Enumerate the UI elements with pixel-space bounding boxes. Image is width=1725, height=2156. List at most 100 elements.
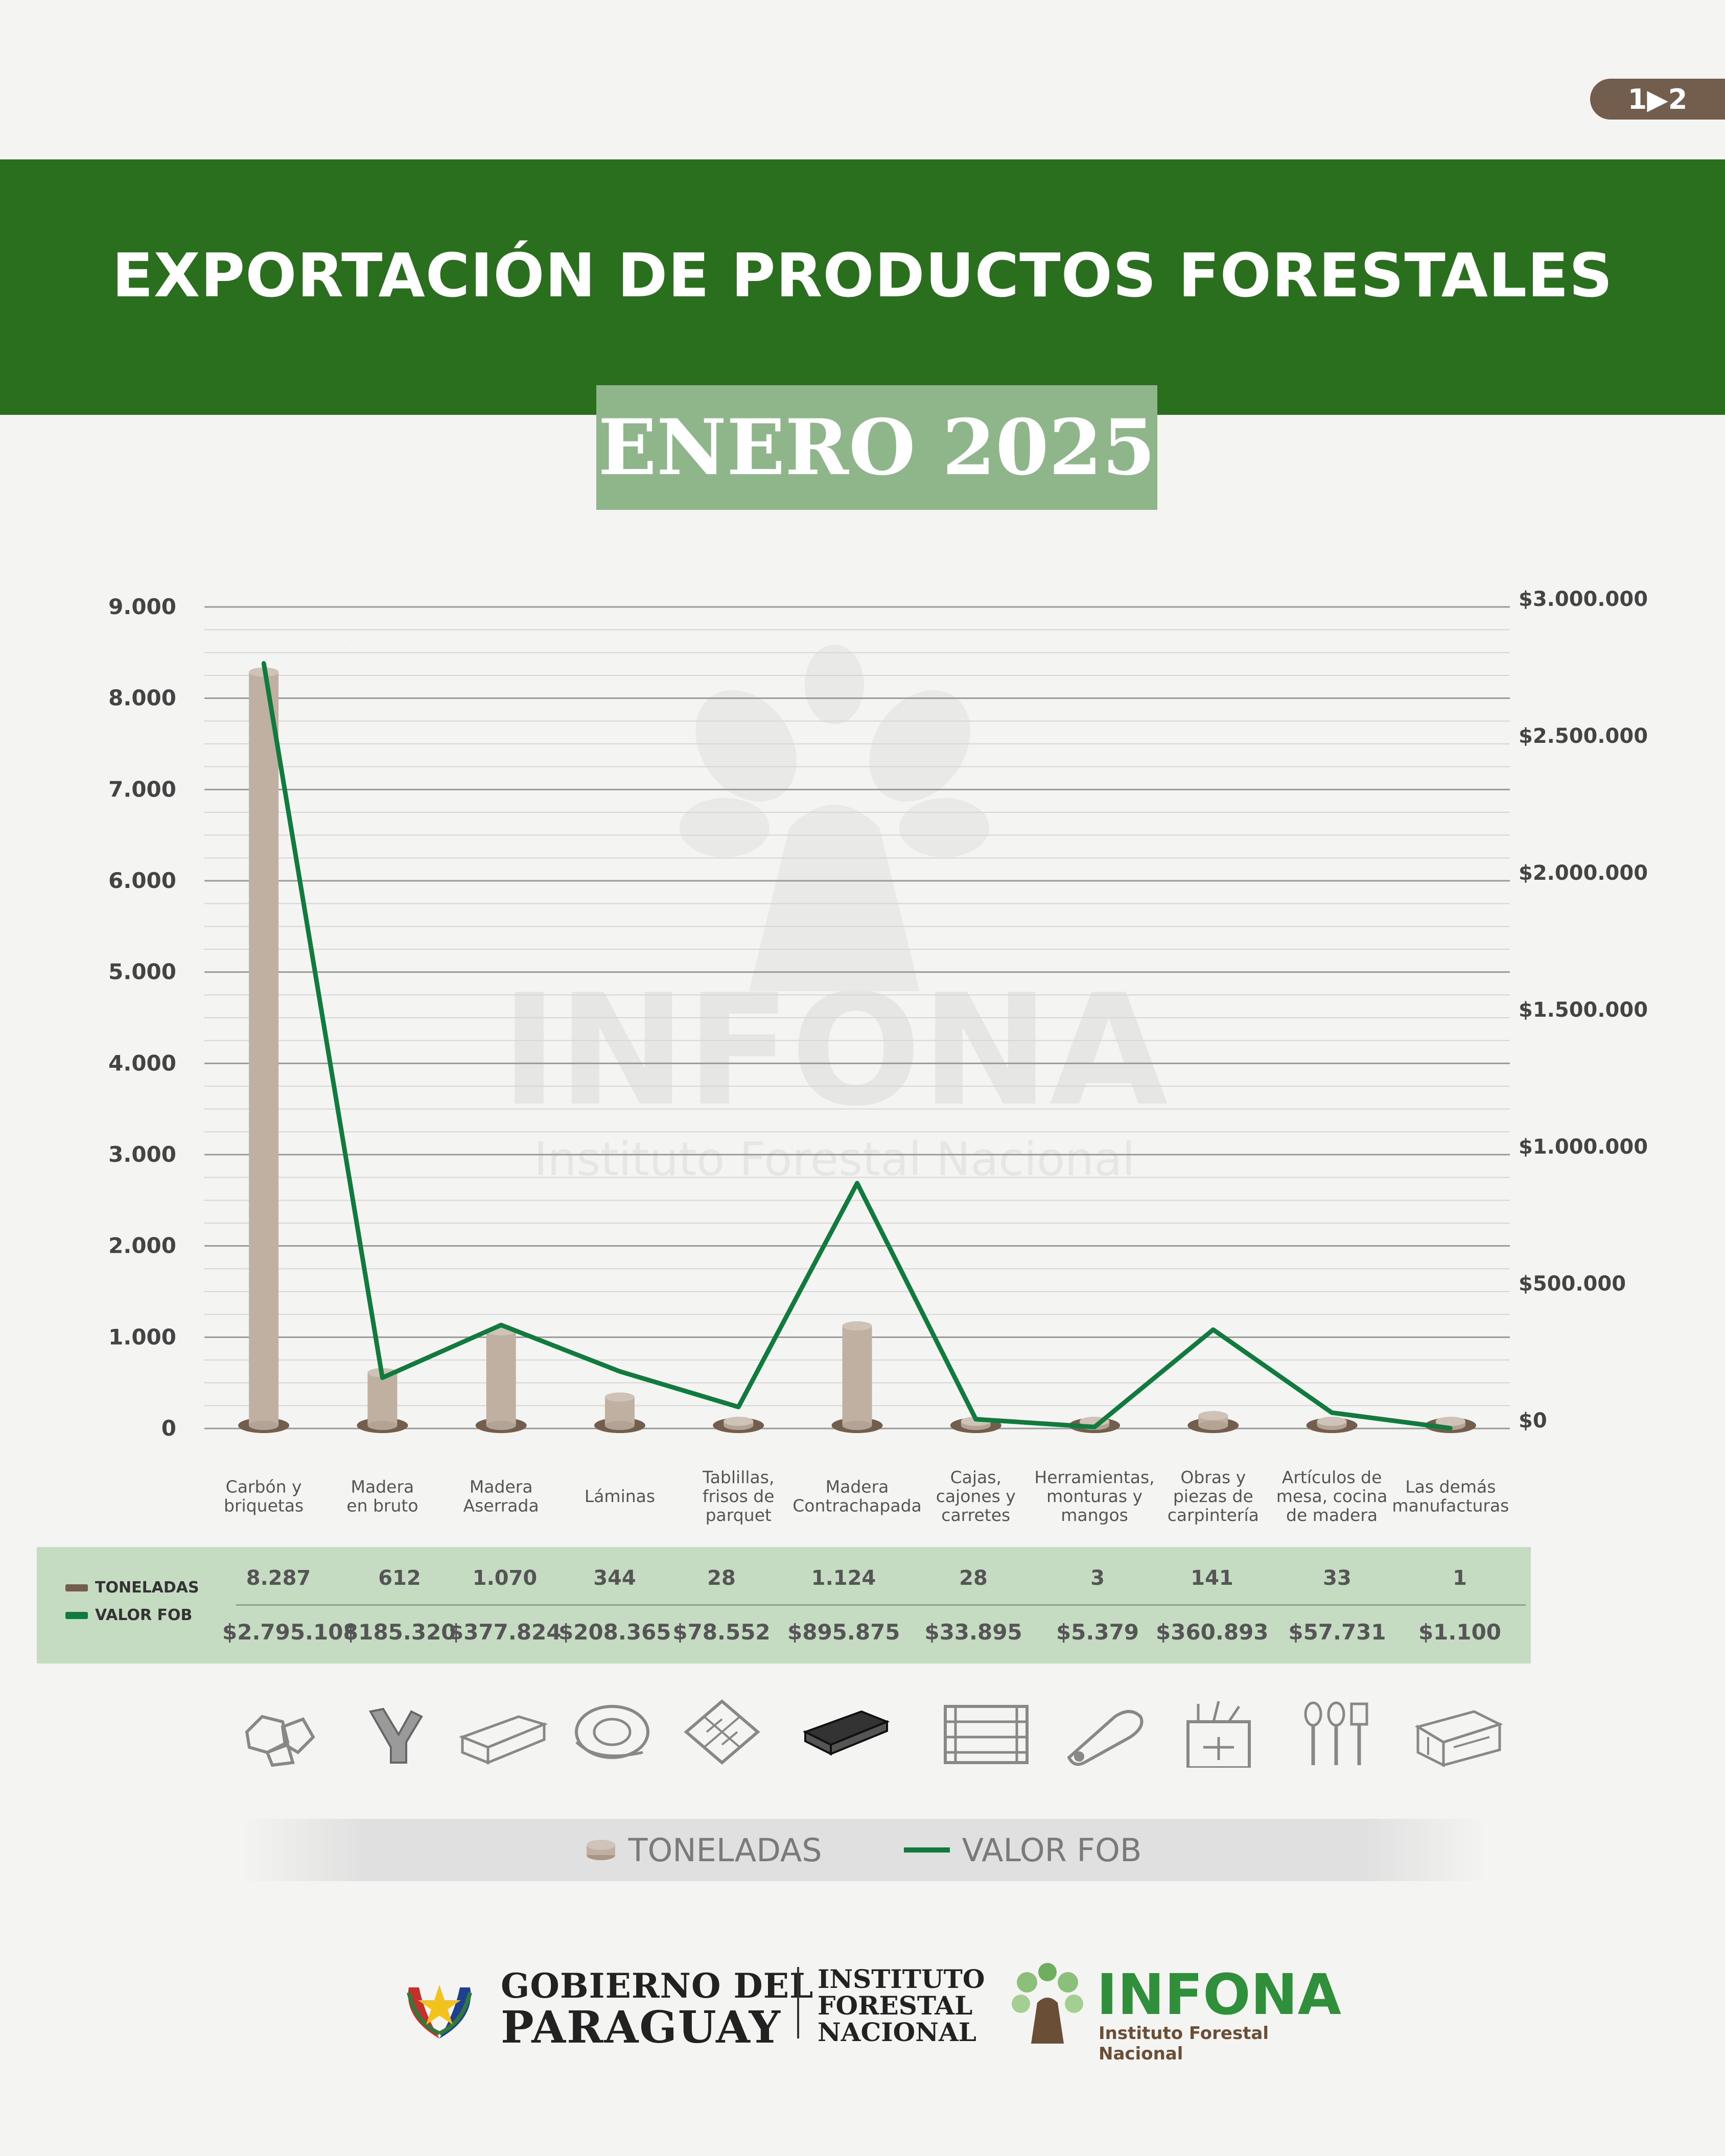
watermark-leaf-icon <box>695 690 797 802</box>
left-tick-label: 3.000 <box>108 1142 176 1167</box>
carpentry-icon <box>1186 1701 1251 1768</box>
category-label: Cajas, cajones y carretes <box>936 1467 1016 1525</box>
page-title: EXPORTACIÓN DE PRODUCTOS FORESTALES <box>112 240 1613 311</box>
infona-tree-icon <box>1012 1963 1083 2044</box>
bar-legend-icon <box>586 1840 615 1860</box>
table-cell-toneladas: 3 <box>1090 1566 1105 1590</box>
category-label-line: Obras y <box>1180 1467 1246 1487</box>
table-cell-valor-fob: $78.552 <box>672 1620 771 1645</box>
table-cell-toneladas: 612 <box>378 1566 421 1590</box>
category-label-line: piezas de <box>1173 1486 1253 1506</box>
gobierno-line2: PARAGUAY <box>501 2002 781 2053</box>
gobierno-line1: GOBIERNO DEL <box>501 1966 814 2006</box>
bar-bottom <box>1198 1421 1228 1430</box>
category-label: Madera en bruto <box>346 1477 418 1516</box>
veneer-roll-icon <box>575 1705 649 1759</box>
valor-fob-point <box>736 1404 741 1409</box>
bar-bottom <box>604 1421 635 1430</box>
category-label-line: briquetas <box>224 1496 304 1516</box>
category-label: Madera Contrachapada <box>792 1477 922 1516</box>
category-label-line: Aserrada <box>463 1496 539 1516</box>
category-label-line: mangos <box>1061 1505 1128 1525</box>
crate-icon <box>944 1705 1029 1764</box>
left-tick-label: 6.000 <box>108 868 176 893</box>
right-tick-label: $1.500.000 <box>1519 998 1648 1022</box>
export-chart: INFONA Instituto Forestal Nacional 9.000… <box>108 588 1648 1525</box>
table-cell-valor-fob: $895.875 <box>787 1620 900 1645</box>
right-tick-label: $1.000.000 <box>1519 1135 1648 1159</box>
table-cell-valor-fob: $377.824 <box>449 1620 562 1645</box>
left-tick-label: 5.000 <box>108 959 176 985</box>
institute-name: INSTITUTO FORESTAL NACIONAL <box>818 1966 985 2046</box>
footer-divider <box>797 1967 799 2038</box>
bar-bottom <box>486 1421 516 1430</box>
left-tick-label: 4.000 <box>108 1050 176 1075</box>
bar-toneladas <box>842 1326 872 1425</box>
category-label-line: Láminas <box>585 1486 655 1506</box>
left-tick-label: 2.000 <box>108 1233 176 1258</box>
right-axis-ticks: $3.000.000 $2.500.000 $2.000.000 $1.500.000… <box>1519 588 1648 1433</box>
parquet-icon <box>684 1699 760 1765</box>
left-tick-label: 8.000 <box>108 686 176 711</box>
raw-wood-icon <box>368 1707 423 1764</box>
plywood-icon <box>802 1710 890 1756</box>
table-cell-toneladas: 28 <box>959 1566 988 1590</box>
category-label-line: Madera <box>470 1477 533 1497</box>
category-label: Carbón y briquetas <box>224 1477 304 1516</box>
category-label-line: monturas y <box>1046 1486 1143 1506</box>
institute-line: INSTITUTO <box>818 1964 985 1994</box>
bar-top <box>1435 1417 1465 1426</box>
valor-fob-point <box>262 661 266 665</box>
category-label: Obras y piezas de carpintería <box>1168 1467 1259 1525</box>
table-cell-valor-fob: $185.320 <box>343 1620 456 1645</box>
table-row-label-toneladas: TONELADAS <box>65 1579 199 1597</box>
category-label-line: manufacturas <box>1392 1496 1509 1516</box>
left-tick-label: 0 <box>161 1416 176 1441</box>
table-cell-toneladas: 1.124 <box>811 1566 876 1590</box>
category-label: Las demás manufacturas <box>1392 1477 1509 1516</box>
table-cell-toneladas: 1 <box>1453 1566 1467 1590</box>
category-label-line: Madera <box>826 1477 889 1497</box>
watermark-leaf-icon <box>899 798 989 857</box>
page-indicator[interactable]: 1▶2 <box>1590 79 1725 120</box>
infona-watermark: INFONA Instituto Forestal Nacional <box>501 645 1169 1186</box>
legend-label: VALOR FOB <box>962 1831 1142 1869</box>
tool-handle-icon <box>1067 1710 1144 1766</box>
valor-fob-point <box>1448 1426 1453 1431</box>
sawn-wood-icon <box>458 1715 548 1765</box>
watermark-leaf-icon <box>680 798 770 857</box>
valor-fob-point <box>617 1369 622 1374</box>
valor-fob-point <box>1211 1327 1216 1332</box>
left-tick-label: 7.000 <box>108 777 176 802</box>
category-label-line: carpintería <box>1168 1505 1259 1525</box>
paraguay-seal-icon <box>407 1985 472 2038</box>
valor-fob-point <box>855 1181 859 1185</box>
bar-top <box>842 1321 872 1331</box>
table-divider <box>236 1604 1526 1606</box>
table-cell-valor-fob: $57.731 <box>1288 1620 1386 1645</box>
valor-fob-point <box>499 1323 503 1327</box>
line-legend-icon <box>903 1847 950 1853</box>
right-tick-label: $2.000.000 <box>1519 861 1648 885</box>
watermark-subtitle: Instituto Forestal Nacional <box>534 1133 1135 1186</box>
category-label: Láminas <box>585 1486 655 1506</box>
infona-subtitle: Instituto Forestal Nacional <box>1099 2023 1269 2064</box>
table-cell-toneladas: 28 <box>707 1566 736 1590</box>
table-cell-toneladas: 344 <box>593 1566 636 1590</box>
table-cell-toneladas: 141 <box>1191 1566 1233 1590</box>
watermark-trunk-icon <box>749 805 920 991</box>
bar-toneladas <box>249 672 279 1425</box>
right-tick-label: $3.000.000 <box>1519 588 1648 611</box>
category-label-line: Contrachapada <box>792 1496 922 1516</box>
left-tick-label: 1.000 <box>108 1324 176 1349</box>
category-label-line: Cajas, <box>950 1467 1001 1487</box>
table-cell-toneladas: 33 <box>1323 1566 1351 1590</box>
legend-item-toneladas: TONELADAS <box>586 1832 822 1869</box>
category-label-line: cajones y <box>936 1486 1016 1506</box>
bar-top <box>1317 1417 1347 1426</box>
table-row-label: TONELADAS <box>95 1579 199 1597</box>
category-label-line: mesa, cocina <box>1276 1486 1388 1506</box>
legend-item-valor-fob: VALOR FOB <box>903 1831 1142 1869</box>
table-row-label-valor-fob: VALOR FOB <box>65 1606 192 1624</box>
